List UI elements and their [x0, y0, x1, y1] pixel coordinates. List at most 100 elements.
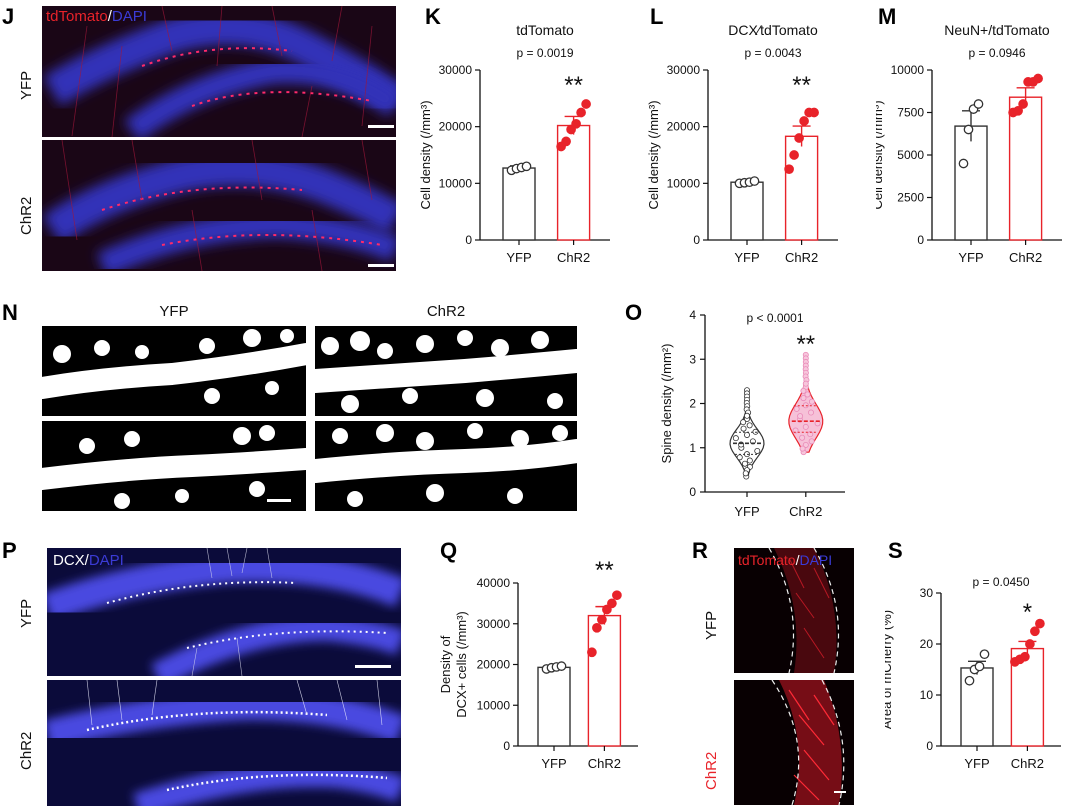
- panel-r-chr2-graphic: [771, 680, 845, 805]
- chart-o-ytick-label: 1: [689, 441, 696, 455]
- panel-r-yfp-graphic: [768, 548, 840, 673]
- panel-p-label-slash: /: [84, 552, 89, 569]
- chart-k-point-chr2: [576, 107, 586, 118]
- panel-r-channel-label: tdTomato/DAPI: [738, 552, 832, 568]
- chart-o-point-yfp: [741, 460, 748, 467]
- chart-l-point-chr2: [794, 133, 804, 143]
- chart-o-point-chr2: [808, 398, 815, 405]
- chart-q-ylabel-line2: DCX+ cells (/mm³): [454, 611, 469, 718]
- chart-o-point-yfp: [732, 435, 739, 442]
- chart-s-significance: *: [1023, 599, 1032, 626]
- panel-letter-s: S: [888, 538, 903, 563]
- chart-o-point-yfp: [746, 422, 753, 429]
- panel-n-yfp-top: [42, 326, 306, 416]
- chart-s-point-yfp: [979, 649, 990, 660]
- panel-r-chr2-image: [734, 680, 854, 805]
- chart-o-point-chr2: [800, 395, 807, 402]
- panel-p-chr2-graphic: [47, 680, 401, 806]
- panel-letter-k: K: [425, 4, 441, 29]
- chart-m-ytick-label: 2500: [897, 191, 924, 205]
- panel-r-row-yfp: YFP: [703, 610, 720, 640]
- chart-q-ylabel-line1: Density of: [440, 635, 453, 693]
- panel-letter-n: N: [2, 300, 18, 325]
- panel-j-row-chr2: ChR2: [18, 196, 35, 235]
- panel-j-row-yfp: YFP: [18, 70, 35, 100]
- panel-p-yfp-image: DCX/DAPI: [47, 548, 401, 676]
- chart-l-point-yfp: [749, 176, 760, 186]
- panel-letter-l: L: [650, 4, 664, 29]
- chart-s-pvalue: p = 0.0450: [972, 575, 1029, 589]
- panel-j-chr2-scalebar: [368, 264, 394, 267]
- chart-k-point-chr2: [571, 118, 581, 129]
- chart-o-point-yfp: [736, 454, 743, 461]
- panel-n-yfp-bottom: [42, 421, 306, 511]
- spine-yfp-bottom-graphic: [42, 425, 306, 509]
- chart-m-bar-yfp: [954, 125, 988, 241]
- chart-o: 0 1 2 3 4 Spine density (/mm²) p < 0.0001 YFP Ch…: [659, 308, 845, 519]
- chart-q-point-chr2: [597, 614, 607, 625]
- chart-o-point-chr2: [808, 409, 815, 416]
- chart-s-ytick-label: 20: [920, 637, 934, 651]
- panel-letter-o: O: [625, 300, 643, 325]
- panel-letter-r: R: [692, 538, 708, 563]
- chart-l-point-chr2: [799, 116, 809, 126]
- chart-o-xlabel-chr2: ChR2: [789, 504, 822, 519]
- panel-j-chr2-graphic: [42, 140, 396, 271]
- panel-r-scalebar: [834, 791, 846, 793]
- chart-l-xlabel-yfp: YFP: [734, 250, 759, 265]
- spine-chr2-top-graphic: [315, 330, 577, 413]
- chart-l: DCX∕tdTomato p = 0.0043 0 10000 20000 30000 Ce…: [648, 22, 838, 265]
- chart-q-point-chr2: [587, 647, 597, 658]
- panel-letter-m: M: [878, 4, 897, 29]
- panel-r-label-tdtomato: tdTomato: [738, 552, 796, 568]
- chart-k-point-yfp: [521, 161, 532, 172]
- panel-r-yfp-image: tdTomato/DAPI: [734, 548, 854, 673]
- chart-o-point-chr2: [802, 380, 809, 387]
- chart-l-point-chr2: [784, 164, 794, 175]
- chart-s-point-chr2: [1025, 639, 1035, 649]
- spine-yfp-top-graphic: [42, 329, 306, 404]
- chart-o-significance: **: [796, 331, 815, 358]
- chart-m-title: NeuN+/tdTomato: [944, 22, 1050, 38]
- chart-o-point-yfp: [740, 425, 747, 432]
- chart-m-xlabel-yfp: YFP: [958, 250, 983, 265]
- chart-k-ytick-label: 20000: [439, 120, 473, 134]
- chart-m: NeuN+/tdTomato p = 0.0946 0 2500 5000 7500 100…: [876, 22, 1062, 265]
- chart-m-point-chr2: [1013, 105, 1023, 116]
- chart-k-ylabel: Cell density (/mm³): [420, 100, 433, 209]
- chart-k: tdTomato p = 0.0019 0 10000 20000 30000 Cell d…: [420, 22, 610, 265]
- chart-o-ylabel: Spine density (/mm²): [659, 344, 674, 464]
- panel-n-scalebar: [267, 499, 291, 502]
- chart-s-point-chr2: [1035, 618, 1045, 629]
- chart-q-point-chr2: [602, 604, 612, 615]
- panel-p-scalebar: [355, 665, 391, 668]
- chart-o-point-yfp: [744, 431, 751, 438]
- chart-k-point-chr2: [561, 136, 571, 147]
- chart-o-xlabel-yfp: YFP: [734, 504, 759, 519]
- panel-p-label-dapi: DAPI: [88, 552, 124, 569]
- panel-j-yfp-graphic: [43, 6, 396, 137]
- chart-l-xlabel-chr2: ChR2: [785, 250, 818, 265]
- chart-s-ytick-label: 0: [926, 739, 933, 753]
- panel-letter-q: Q: [440, 538, 458, 563]
- panel-j-channel-label: tdTomato/DAPI: [46, 8, 147, 25]
- chart-q-ytick-label: 30000: [477, 617, 511, 631]
- chart-m-ytick-label: 0: [917, 233, 924, 247]
- chart-l-point-chr2: [789, 150, 799, 160]
- chart-k-pvalue: p = 0.0019: [516, 46, 573, 60]
- panel-j-label-slash: /: [107, 8, 112, 25]
- chart-l-title: DCX∕tdTomato: [728, 22, 818, 38]
- chart-m-ytick-label: 5000: [897, 148, 924, 162]
- chart-q-xlabel-chr2: ChR2: [588, 756, 621, 771]
- chart-l-significance: **: [792, 72, 811, 99]
- chart-o-point-chr2: [804, 391, 811, 398]
- chart-k-ytick-label: 10000: [439, 176, 473, 190]
- chart-o-ytick-label: 0: [689, 485, 696, 499]
- chart-s-xlabel-chr2: ChR2: [1011, 756, 1044, 771]
- chart-s-point-yfp: [974, 661, 985, 672]
- panel-j-label-dapi: DAPI: [111, 8, 147, 25]
- chart-o-point-chr2: [793, 405, 800, 412]
- chart-k-xlabel-yfp: YFP: [506, 250, 531, 265]
- panel-letter-p: P: [2, 538, 17, 563]
